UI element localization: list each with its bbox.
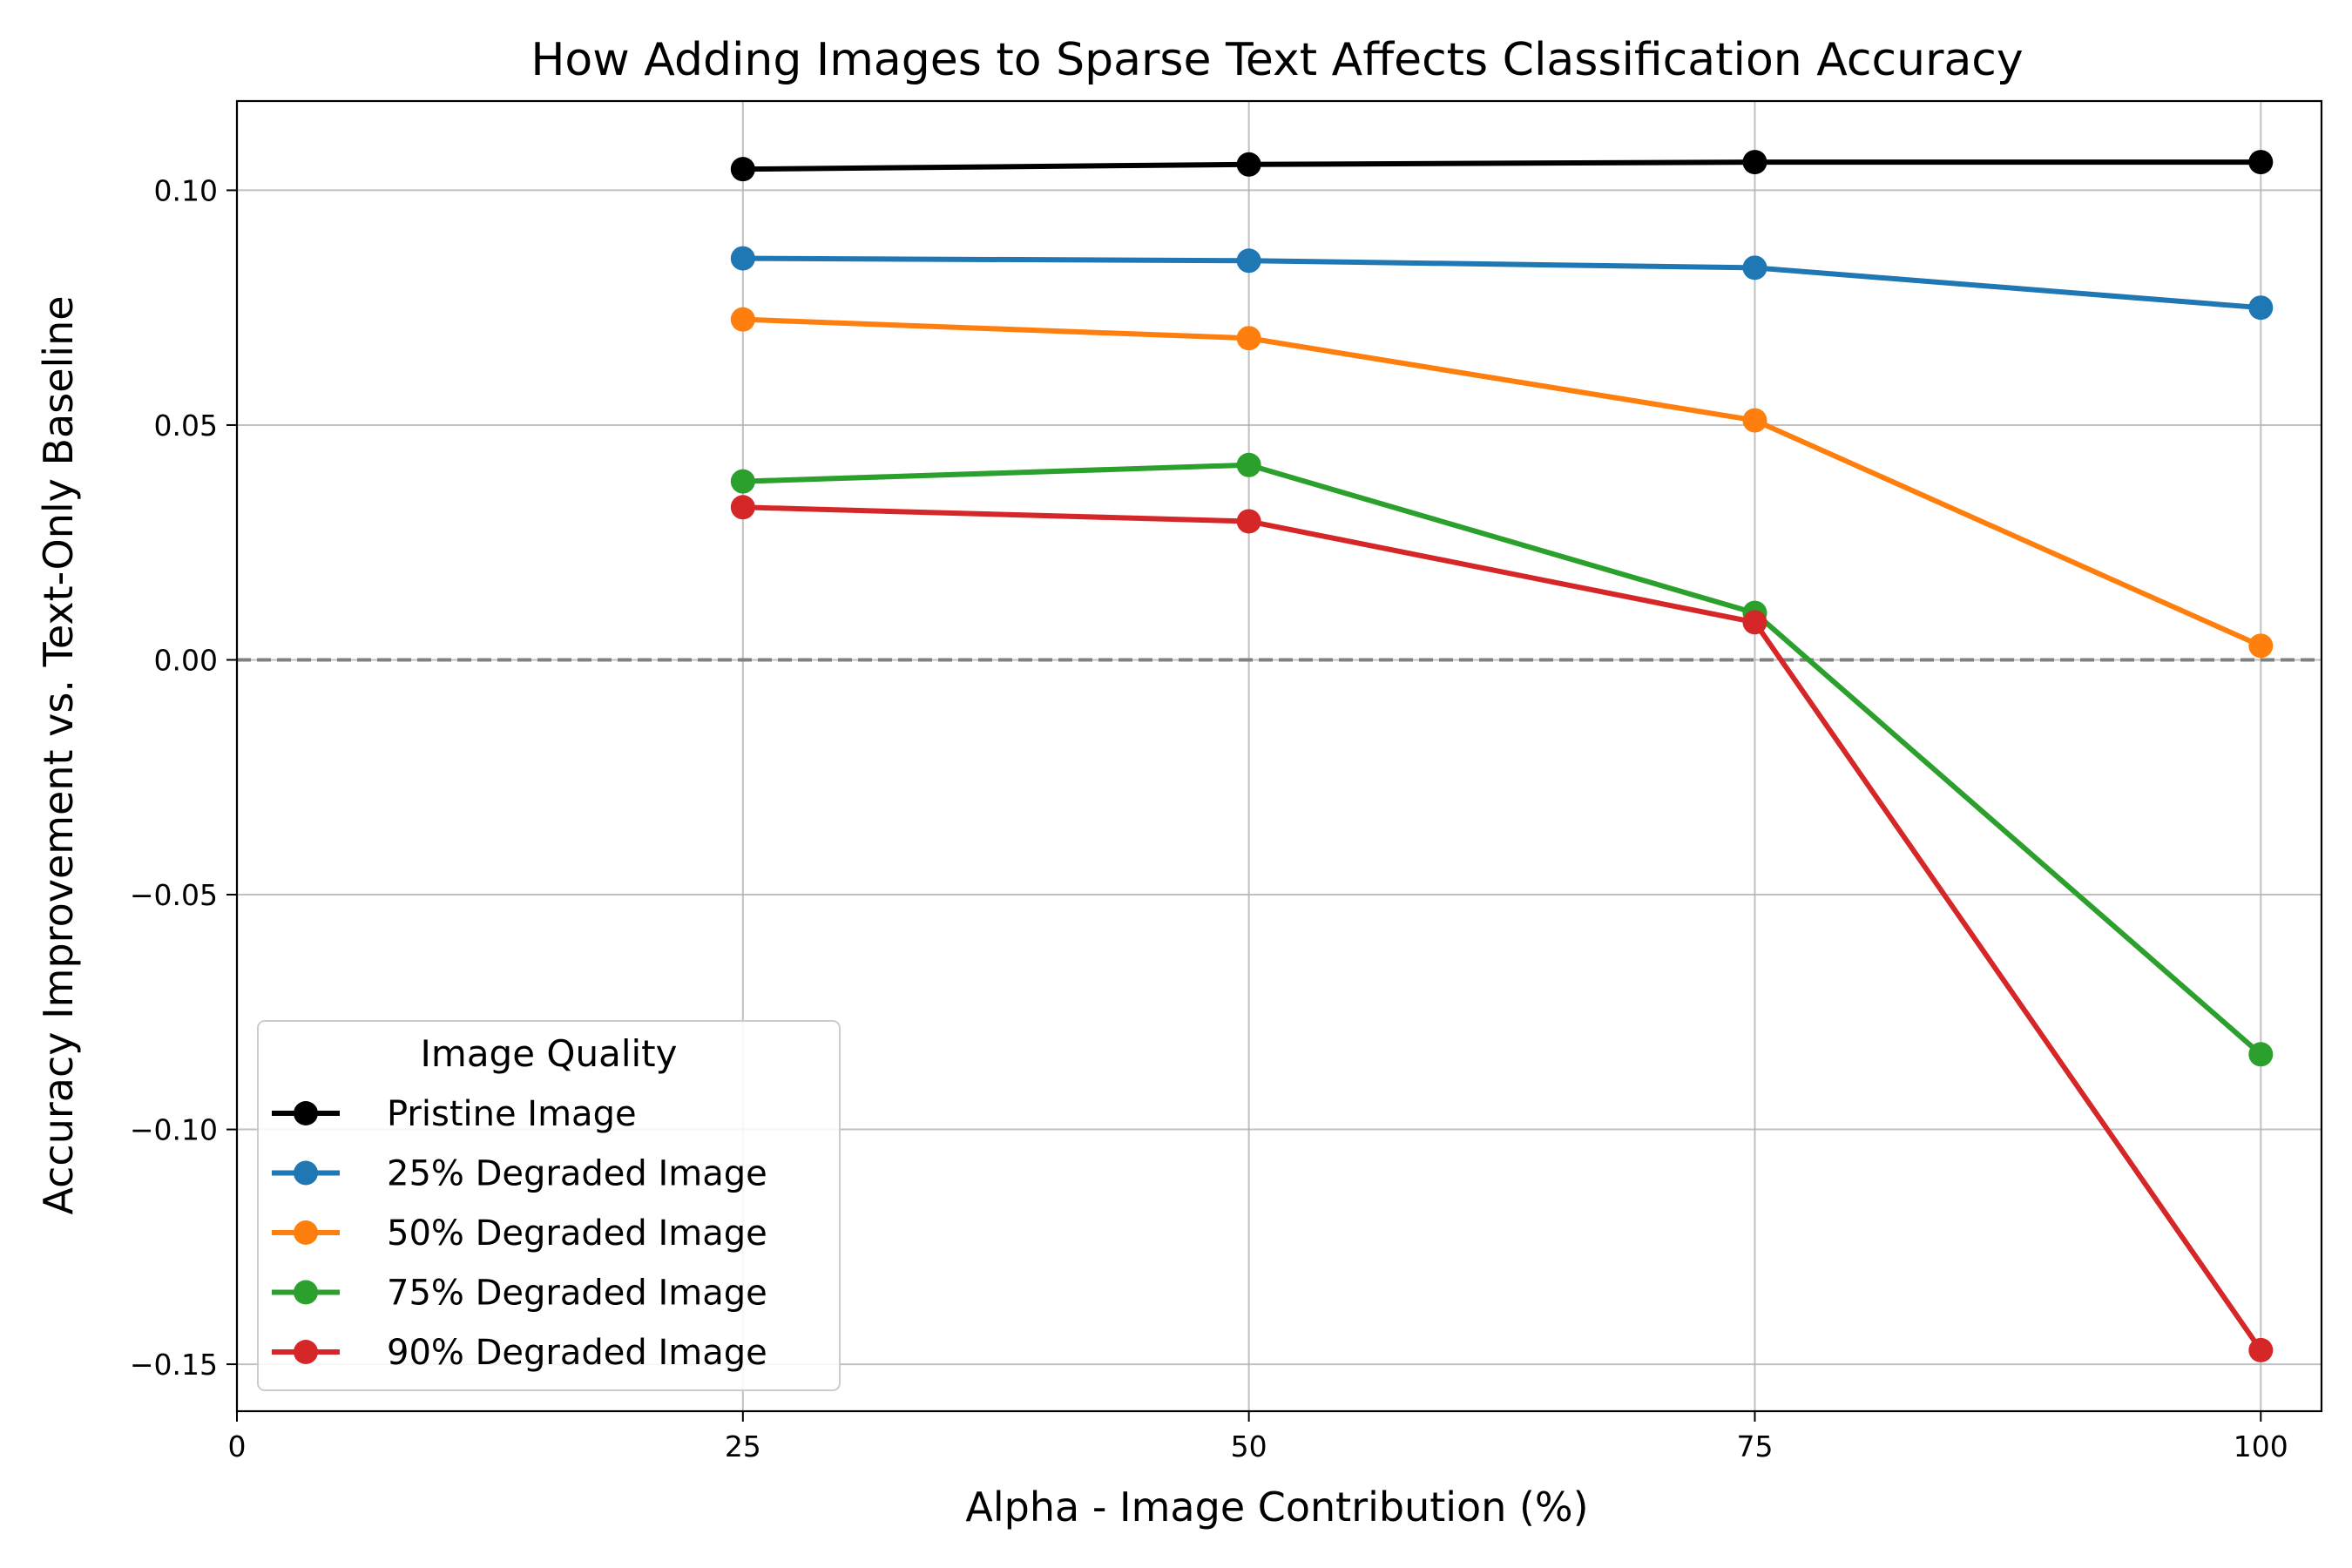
plot-area-frame <box>235 99 2323 1413</box>
data-point <box>1742 150 1767 175</box>
legend: Image Quality Pristine Image 25% Degraded … <box>257 1020 841 1391</box>
series-group <box>730 495 2274 1362</box>
x-axis-label: Alpha - Image Contribution (%) <box>965 1484 1588 1531</box>
legend-swatch-marker <box>294 1101 318 1125</box>
legend-label: Pristine Image <box>387 1094 637 1134</box>
data-point <box>1742 408 1767 433</box>
data-point <box>2248 295 2274 321</box>
y-tick-label: −0.15 <box>130 1348 218 1382</box>
legend-label: 50% Degraded Image <box>387 1213 767 1254</box>
data-point <box>730 246 755 271</box>
legend-swatch-marker <box>294 1340 318 1364</box>
series-group <box>730 452 2274 1067</box>
legend-label: 25% Degraded Image <box>387 1154 767 1194</box>
y-tick-label: 0.10 <box>154 173 218 207</box>
legend-label: 90% Degraded Image <box>387 1333 767 1373</box>
data-point <box>1236 326 1261 351</box>
x-tick-label: 50 <box>1231 1429 1267 1463</box>
data-point <box>1236 248 1261 274</box>
y-axis-label: Accuracy Improvement vs. Text-Only Basel… <box>35 295 82 1214</box>
data-point <box>1742 610 1767 635</box>
data-point <box>730 307 755 332</box>
data-point <box>2248 633 2274 659</box>
data-point <box>2248 150 2274 175</box>
data-point <box>1236 452 1261 477</box>
legend-item: Pristine Image <box>272 1094 637 1134</box>
series-group <box>730 307 2274 659</box>
legend-item: 90% Degraded Image <box>272 1333 767 1373</box>
legend-title: Image Quality <box>421 1032 678 1075</box>
y-tick-label: −0.05 <box>130 878 218 912</box>
data-point <box>1236 509 1261 534</box>
series-line <box>740 504 2264 1353</box>
chart-title: How Adding Images to Sparse Text Affects… <box>531 34 2023 86</box>
x-tick-label: 75 <box>1736 1429 1773 1463</box>
data-point <box>730 469 755 494</box>
series-group <box>730 150 2274 182</box>
legend-box <box>257 1020 841 1391</box>
legend-item: 75% Degraded Image <box>272 1274 767 1314</box>
x-tick-label: 25 <box>725 1429 761 1463</box>
data-point <box>730 495 755 520</box>
series-line <box>740 316 2264 649</box>
y-tick-label: −0.10 <box>130 1113 218 1147</box>
data-point <box>2248 1042 2274 1067</box>
x-tick-label: 100 <box>2234 1429 2288 1463</box>
legend-swatch-marker <box>294 1160 318 1186</box>
data-point <box>2248 1337 2274 1362</box>
data-point <box>1236 152 1261 177</box>
legend-label: 75% Degraded Image <box>387 1274 767 1314</box>
series-group <box>730 246 2274 321</box>
data-point <box>730 157 755 182</box>
axis-ticks: 0 25 50 75 100 0.10 0.05 0.00 −0.05 −0.10 −0.15 <box>130 173 2288 1463</box>
series-line <box>740 159 2264 172</box>
legend-swatch-marker <box>294 1220 318 1245</box>
y-tick-label: 0.05 <box>154 409 218 443</box>
series-line <box>740 462 2264 1058</box>
legend-item: 50% Degraded Image <box>272 1213 767 1254</box>
y-tick-label: 0.00 <box>154 643 218 677</box>
series-group <box>730 150 2274 1362</box>
data-point <box>1742 255 1767 280</box>
series-line <box>740 255 2264 311</box>
x-tick-label: 0 <box>228 1429 247 1463</box>
legend-item: 25% Degraded Image <box>272 1154 767 1194</box>
legend-swatch-marker <box>294 1280 318 1305</box>
